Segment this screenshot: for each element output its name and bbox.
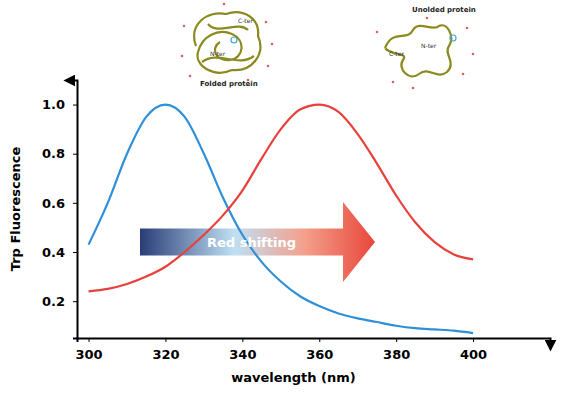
tick: 0.8 bbox=[42, 146, 77, 161]
tick: 400 bbox=[460, 338, 487, 362]
y-axis: 0.2 0.4 0.6 0.8 1.0 bbox=[42, 81, 78, 339]
tick-mark bbox=[73, 203, 77, 204]
tick: 0.6 bbox=[42, 196, 77, 211]
tick: 300 bbox=[75, 338, 102, 362]
tick: 360 bbox=[306, 338, 333, 362]
tick-label: 320 bbox=[152, 347, 179, 362]
tick-label: 380 bbox=[383, 347, 410, 362]
x-axis: 300 320 340 360 380 400 bbox=[75, 338, 550, 362]
annotation: Folded protein bbox=[200, 80, 258, 88]
tick: 380 bbox=[383, 338, 410, 362]
unfolded-protein-icon: N-ter C-ter bbox=[376, 17, 475, 90]
tick-mark bbox=[473, 338, 474, 342]
annotation-layer: C-ter N-ter Folded protein N-ter C-ter Unolde… bbox=[140, 3, 476, 282]
axis-line bbox=[73, 81, 78, 339]
tick-label: 0.4 bbox=[42, 245, 65, 260]
annotation: Unolded protein bbox=[412, 6, 476, 14]
plot-area bbox=[89, 105, 474, 334]
tick: 340 bbox=[229, 338, 256, 362]
tick-label: 0.8 bbox=[42, 146, 65, 161]
annotation: Red shifting bbox=[207, 235, 296, 250]
tick-mark bbox=[73, 301, 77, 302]
chart: C-ter N-ter Folded protein N-ter C-ter Unolde… bbox=[0, 0, 566, 416]
tick-mark bbox=[89, 338, 90, 342]
tick-mark bbox=[242, 338, 243, 342]
folded-protein-icon: C-ter N-ter bbox=[181, 3, 274, 82]
curve bbox=[89, 105, 474, 292]
tick: 0.2 bbox=[42, 294, 77, 309]
tick-label: 360 bbox=[306, 347, 333, 362]
axis-line bbox=[78, 339, 551, 343]
tick-mark bbox=[319, 338, 320, 342]
tick-mark bbox=[396, 338, 397, 342]
curve bbox=[89, 105, 474, 334]
tick-label: 340 bbox=[229, 347, 256, 362]
tick-mark bbox=[73, 154, 77, 155]
tick: 0.4 bbox=[42, 245, 77, 260]
tick: 320 bbox=[152, 338, 179, 362]
tick-label: 400 bbox=[460, 347, 487, 362]
tick-label: 300 bbox=[75, 347, 102, 362]
annotation: C-ter bbox=[389, 50, 404, 57]
tick: 1.0 bbox=[42, 97, 77, 112]
x-axis-title: wavelength (nm) bbox=[231, 370, 356, 385]
tick-label: 1.0 bbox=[42, 97, 65, 112]
tick-mark bbox=[165, 338, 166, 342]
annotation: N-ter bbox=[210, 50, 226, 57]
tick-label: 0.6 bbox=[42, 196, 65, 211]
shift-arrow bbox=[140, 202, 375, 282]
annotation: C-ter bbox=[238, 17, 253, 24]
annotation: N-ter bbox=[421, 42, 437, 49]
tick-mark bbox=[73, 252, 77, 253]
tick-label: 0.2 bbox=[42, 294, 65, 309]
tick-mark bbox=[73, 105, 77, 106]
y-axis-title: Trp Fluorescence bbox=[8, 147, 23, 272]
